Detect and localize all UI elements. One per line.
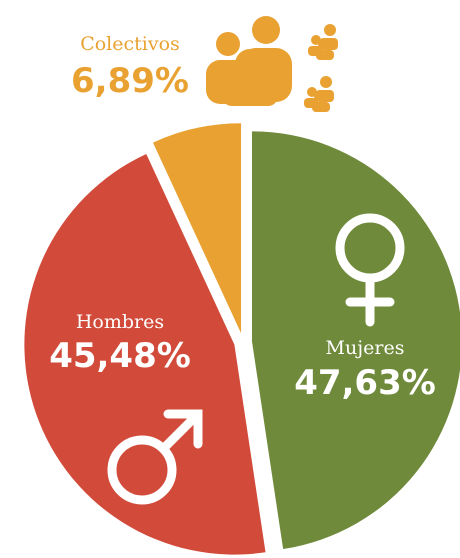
slice-percent: 6,89%: [71, 61, 189, 101]
female-icon: [335, 213, 405, 327]
pie-slice: [152, 123, 242, 334]
male-icon: [107, 409, 203, 505]
slices: [24, 123, 460, 555]
pie-slice: [24, 153, 266, 555]
slice-percent: 45,48%: [49, 336, 191, 376]
people-icon: [206, 16, 338, 112]
pie-slice: [251, 131, 460, 550]
slice-name: Mujeres: [326, 337, 405, 359]
slice-name: Colectivos: [80, 33, 180, 55]
slice-percent: 47,63%: [294, 363, 436, 403]
slice-name: Hombres: [76, 311, 164, 333]
